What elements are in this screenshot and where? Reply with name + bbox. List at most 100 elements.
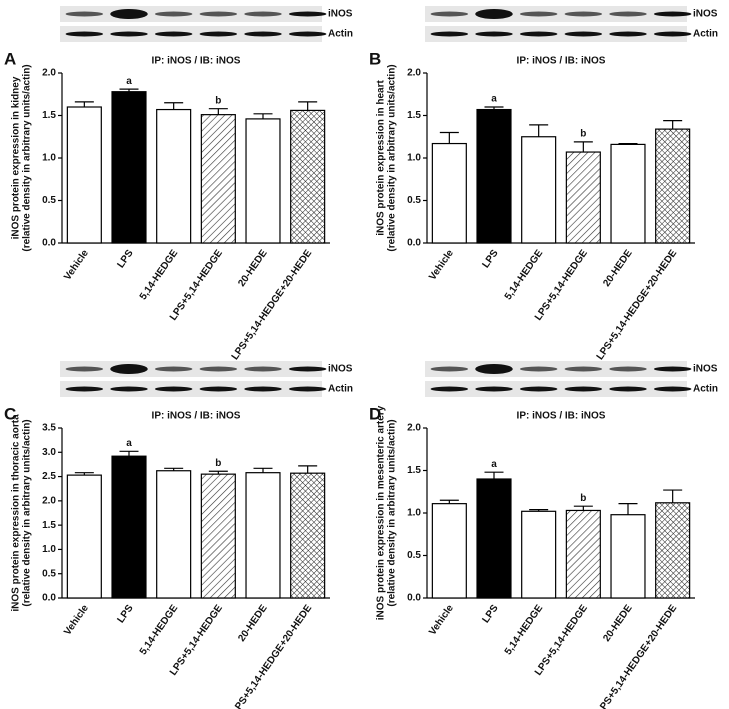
- blot-band: [430, 386, 469, 392]
- blot-band: [288, 11, 327, 17]
- blot-band: [519, 11, 558, 17]
- panel-letter: A: [4, 49, 16, 68]
- blot-band: [564, 31, 603, 37]
- panel-letter: B: [369, 49, 381, 68]
- y-tick-label: 1.0: [42, 544, 56, 555]
- x-tick-label: Vehicle: [427, 603, 456, 638]
- y-axis-label: iNOS protein expression in mesenteric ar…: [376, 405, 387, 620]
- y-tick-label: 0.0: [42, 238, 56, 249]
- blot-band: [199, 11, 238, 17]
- x-tick-label: Vehicle: [427, 248, 456, 283]
- bar: [156, 108, 192, 244]
- blot-band: [564, 386, 603, 392]
- blot-band: [110, 9, 148, 19]
- blot-band: [653, 386, 692, 392]
- y-tick-label: 0.5: [42, 568, 56, 579]
- blot-band: [199, 366, 238, 372]
- x-tick-label: LPS+5,14-HEDGE+20-HEDE: [595, 248, 680, 362]
- blot-band: [653, 366, 692, 372]
- x-tick-label: LPS: [480, 603, 500, 626]
- y-tick-label: 1.0: [407, 153, 421, 164]
- chart-title: IP: iNOS / IB: iNOS: [517, 411, 606, 422]
- bar: [111, 455, 147, 599]
- blot-label: Actin: [328, 384, 353, 395]
- y-axis-label: (relative density in arbitrary units/act…: [387, 64, 398, 251]
- y-tick-label: 1.5: [407, 110, 421, 121]
- y-axis-label: (relative density in arbitrary units/act…: [387, 419, 398, 606]
- x-tick-label: LPS: [115, 248, 135, 271]
- y-tick-label: 1.5: [42, 520, 56, 531]
- blot-band: [154, 31, 193, 37]
- blot-band: [154, 366, 193, 372]
- x-tick-label: 20-HEDE: [236, 603, 269, 644]
- annotation: a: [126, 76, 132, 87]
- blot-band: [154, 386, 193, 392]
- bar: [290, 109, 326, 244]
- x-tick-label: LPS+5,14-HEDGE+20-HEDE: [230, 248, 315, 362]
- y-tick-label: 2.5: [42, 471, 56, 482]
- annotation: a: [491, 94, 497, 105]
- y-tick-label: 1.5: [407, 465, 421, 476]
- y-tick-label: 3.5: [42, 423, 56, 434]
- blot-label: iNOS: [328, 9, 353, 20]
- blot-band: [244, 366, 282, 372]
- blot-band: [199, 31, 238, 37]
- blot-band: [475, 9, 513, 19]
- blot-band: [244, 386, 282, 392]
- blot-band: [65, 386, 104, 392]
- blot-label: iNOS: [328, 364, 353, 375]
- y-axis-label: iNOS protein expression in thoracic aort…: [11, 414, 22, 612]
- x-tick-label: LPS+5,14-HEDGE+20-HEDE: [230, 603, 315, 709]
- blot-band: [609, 31, 647, 37]
- bar: [111, 91, 147, 244]
- x-tick-label: 5,14-HEDGE: [503, 603, 546, 657]
- y-axis-label: iNOS protein expression in kidney: [11, 76, 22, 239]
- y-tick-label: 1.0: [407, 508, 421, 519]
- bar: [156, 470, 192, 599]
- x-tick-label: 20-HEDE: [601, 248, 634, 289]
- blot-band: [430, 366, 469, 372]
- blot-band: [110, 364, 148, 374]
- blot-band: [653, 31, 692, 37]
- blot-band: [564, 366, 603, 372]
- x-tick-label: LPS: [480, 248, 500, 271]
- y-tick-label: 1.5: [42, 110, 56, 121]
- blot-band: [519, 31, 558, 37]
- x-tick-label: Vehicle: [62, 603, 91, 638]
- bar: [245, 472, 281, 599]
- y-axis-label: iNOS protein expression in heart: [376, 80, 387, 236]
- blot-label: iNOS: [693, 9, 718, 20]
- y-tick-label: 0.0: [407, 593, 421, 604]
- blot-label: Actin: [693, 29, 718, 40]
- panel-letter: D: [369, 404, 381, 423]
- annotation: b: [580, 493, 586, 504]
- blot-band: [199, 386, 238, 392]
- bar: [610, 514, 646, 599]
- y-tick-label: 0.5: [407, 550, 421, 561]
- bar: [245, 118, 281, 244]
- annotation: a: [126, 438, 132, 449]
- y-tick-label: 0.5: [407, 195, 421, 206]
- panel-letter: C: [4, 404, 16, 423]
- x-tick-label: 20-HEDE: [236, 248, 269, 289]
- blot-band: [288, 366, 327, 372]
- bar: [565, 509, 601, 599]
- blot-band: [564, 11, 603, 17]
- blot-label: Actin: [693, 384, 718, 395]
- bar: [290, 472, 326, 599]
- bar: [521, 136, 557, 244]
- blot-band: [65, 366, 104, 372]
- bar: [431, 503, 467, 599]
- bar: [655, 502, 691, 599]
- blot-band: [609, 11, 647, 17]
- x-tick-label: LPS+5,14-HEDGE+20-HEDE: [595, 603, 680, 709]
- bar: [476, 108, 512, 244]
- chart-title: IP: iNOS / IB: iNOS: [152, 411, 241, 422]
- annotation: b: [215, 458, 221, 469]
- x-tick-label: 5,14-HEDGE: [138, 248, 181, 302]
- blot-band: [609, 386, 647, 392]
- bar: [565, 151, 601, 244]
